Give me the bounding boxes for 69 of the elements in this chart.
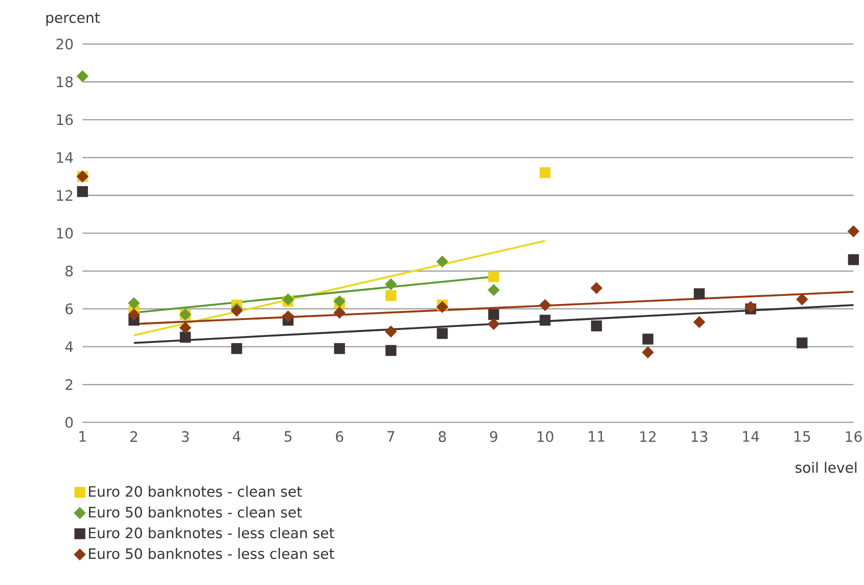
y-tick-label: 18 <box>57 76 73 88</box>
point <box>744 300 757 313</box>
point <box>590 282 602 294</box>
point <box>334 343 345 354</box>
x-tick-label: 10 <box>538 431 554 442</box>
legend-label: Euro 50 banknotes - clean set <box>88 506 302 518</box>
point <box>436 328 448 339</box>
point <box>282 310 294 322</box>
x-tick-label: 16 <box>846 431 862 442</box>
x-tick-label: 13 <box>692 431 708 442</box>
point <box>128 297 140 310</box>
point <box>231 343 242 354</box>
point <box>539 298 552 312</box>
point <box>796 293 808 306</box>
y-tick-label: 8 <box>66 266 73 276</box>
x-tick-label: 14 <box>743 431 760 442</box>
x-axis-title: soil level <box>796 462 856 473</box>
y-tick-label: 10 <box>57 228 73 239</box>
x-tick-label: 3 <box>182 431 189 442</box>
point <box>436 255 448 268</box>
y-axis-title: percent <box>46 12 100 26</box>
x-tick-label: 12 <box>640 431 656 442</box>
x-tick-label: 8 <box>438 431 446 442</box>
y-tick-label: 12 <box>57 190 72 201</box>
point <box>282 293 294 306</box>
point <box>488 271 500 282</box>
legend-label: Euro 20 banknotes - less clean set <box>88 527 334 538</box>
y-tick-label: 2 <box>66 379 72 390</box>
x-tick-label: 9 <box>490 431 498 442</box>
x-tick-label: 7 <box>387 431 394 442</box>
point <box>384 325 397 338</box>
y-tick-label: 14 <box>57 152 73 163</box>
y-tick-label: 6 <box>66 303 73 314</box>
point <box>796 337 808 348</box>
point <box>848 254 859 266</box>
point <box>77 186 88 197</box>
y-tick-label: 20 <box>56 38 73 50</box>
point <box>385 344 396 356</box>
point <box>642 334 654 345</box>
x-tick-label: 11 <box>588 431 604 442</box>
point <box>693 316 706 328</box>
point <box>128 308 140 320</box>
point <box>180 332 191 343</box>
point <box>694 288 705 300</box>
x-tick-label: 6 <box>336 431 344 442</box>
point <box>488 308 500 320</box>
x-tick-label: 15 <box>794 431 810 442</box>
point <box>488 318 500 330</box>
point <box>642 346 654 358</box>
point <box>384 278 397 290</box>
x-tick-label: 2 <box>130 431 138 442</box>
point <box>333 306 346 319</box>
y-tick-label: 16 <box>57 114 73 126</box>
point <box>540 167 551 178</box>
point <box>436 300 448 313</box>
point <box>488 284 500 296</box>
y-tick-label: 0 <box>66 416 73 428</box>
legend-label: Euro 50 banknotes - less clean set <box>88 548 334 559</box>
point <box>333 295 346 308</box>
point <box>540 314 551 326</box>
legend-label: Euro 20 banknotes - clean set <box>88 486 302 497</box>
x-tick-label: 5 <box>284 431 292 442</box>
x-tick-label: 1 <box>80 431 86 442</box>
y-tick-label: 4 <box>65 341 73 352</box>
x-tick-label: 4 <box>232 431 240 442</box>
point <box>179 322 192 334</box>
point <box>385 290 396 302</box>
point <box>76 70 89 82</box>
point <box>591 320 602 332</box>
